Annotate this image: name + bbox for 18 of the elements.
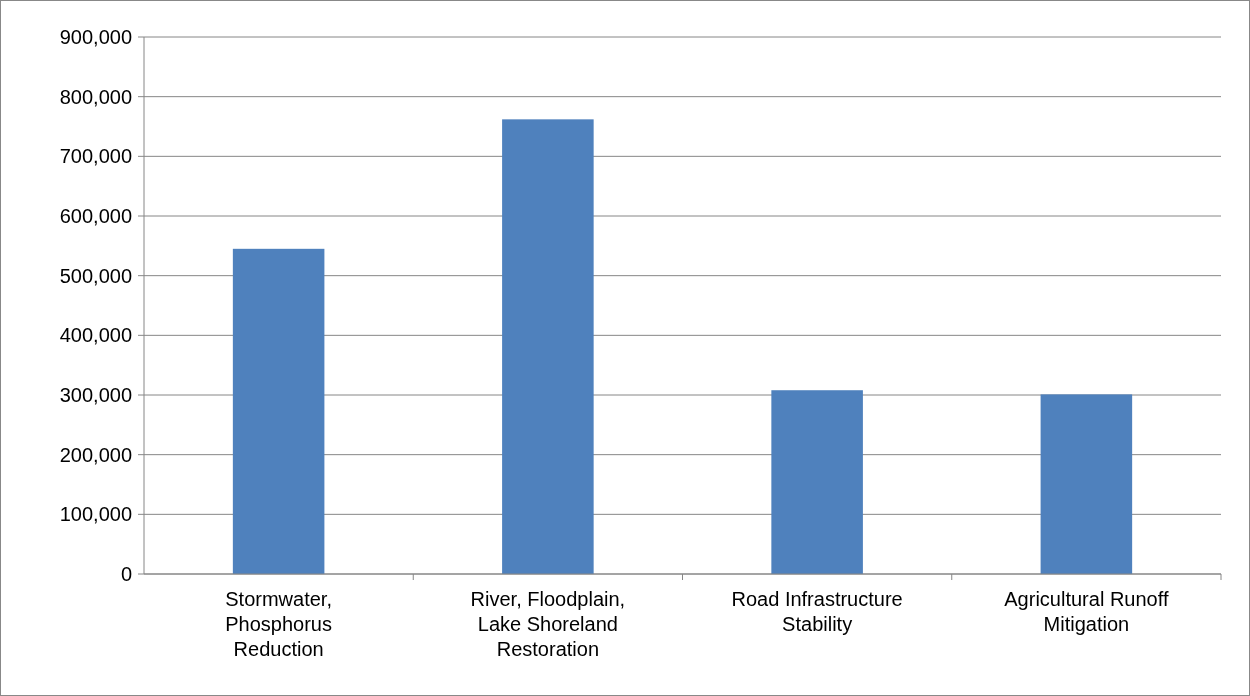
y-tick-label: 500,000 [59,264,132,287]
y-tick-label: 900,000 [59,26,132,48]
y-tick-label: 100,000 [59,503,132,526]
bar [771,390,863,574]
bar [502,119,594,574]
y-tick-label: 600,000 [59,205,132,227]
x-tick-label: Road Infrastructure Stability [731,588,903,635]
y-tick-label: 700,000 [59,145,132,168]
y-tick-label: 800,000 [59,85,132,108]
x-tick-label: River, Floodplain, Lake Shoreland Restoration [470,588,626,660]
y-tick-label: 200,000 [59,443,132,466]
x-tick-label: Stormwater, Phosphorus Reduction [225,588,332,660]
y-tick-label: 0 [120,563,132,585]
x-tick-label: Agricultural Runoff Mitigation [1004,588,1169,635]
bar [232,248,325,574]
y-tick-label: 300,000 [59,384,132,406]
y-tick-label: 400,000 [59,324,132,347]
bar [1040,394,1133,574]
